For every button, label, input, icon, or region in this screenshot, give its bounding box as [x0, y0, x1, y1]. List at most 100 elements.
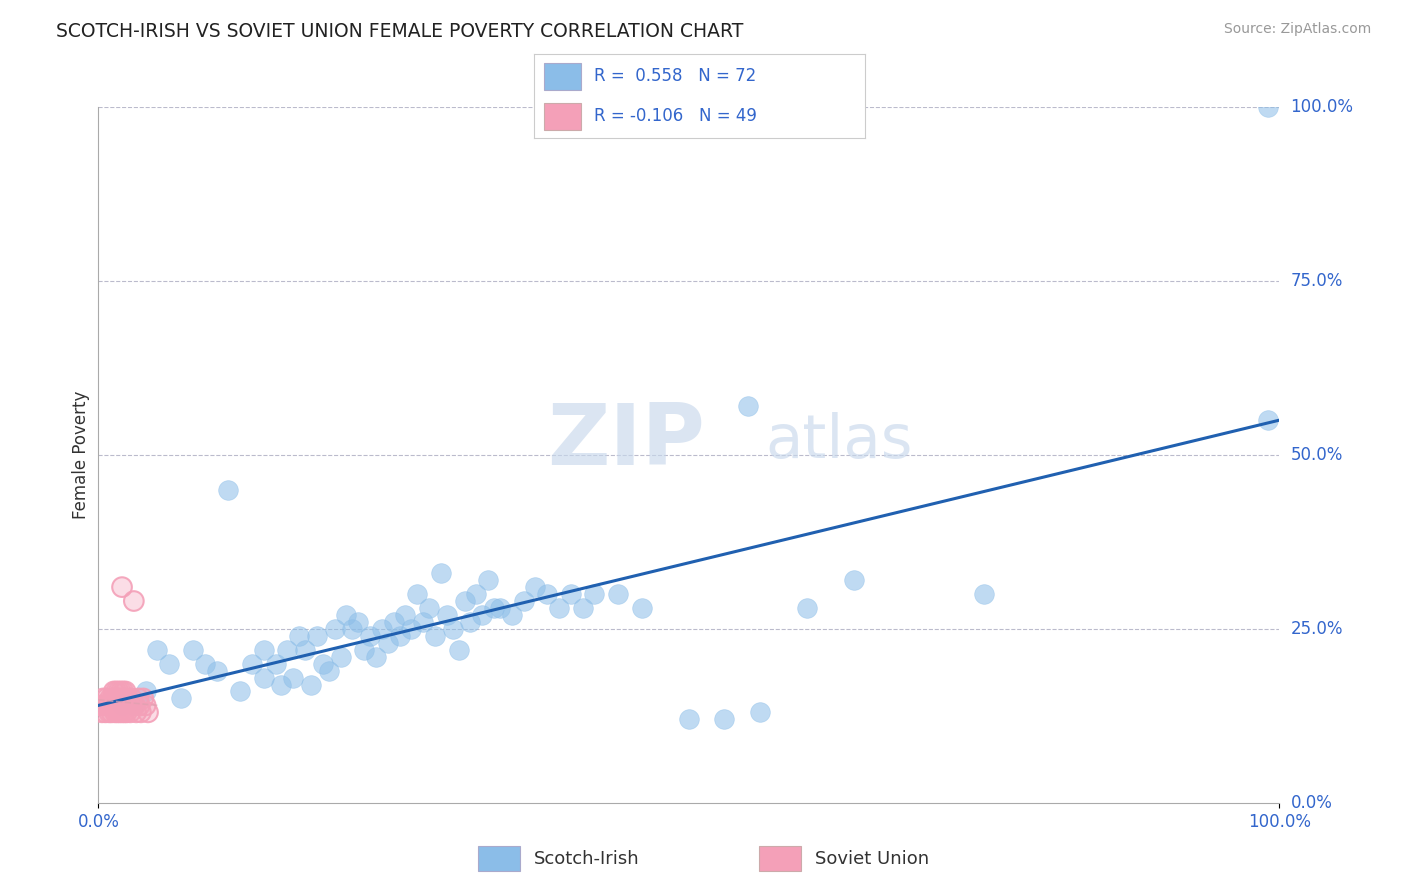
- Point: [394, 607, 416, 622]
- Text: Source: ZipAtlas.com: Source: ZipAtlas.com: [1223, 22, 1371, 37]
- Point: [418, 601, 440, 615]
- Point: [132, 691, 155, 706]
- Point: [117, 691, 139, 706]
- Bar: [544, 62, 581, 90]
- Text: 0.0%: 0.0%: [1291, 794, 1333, 812]
- Point: [120, 706, 142, 720]
- Point: [112, 684, 135, 698]
- Point: [973, 587, 995, 601]
- Point: [342, 622, 364, 636]
- Point: [329, 649, 352, 664]
- Point: [108, 691, 131, 706]
- Point: [489, 601, 512, 615]
- Point: [91, 706, 114, 720]
- Point: [114, 698, 136, 713]
- Point: [122, 594, 145, 608]
- Point: [112, 706, 135, 720]
- Text: 100.0%: 100.0%: [1291, 98, 1354, 116]
- Text: SCOTCH-IRISH VS SOVIET UNION FEMALE POVERTY CORRELATION CHART: SCOTCH-IRISH VS SOVIET UNION FEMALE POVE…: [56, 22, 744, 41]
- Point: [96, 691, 118, 706]
- Point: [157, 657, 180, 671]
- Point: [482, 601, 505, 615]
- Point: [90, 698, 112, 713]
- Point: [104, 706, 127, 720]
- Point: [129, 706, 152, 720]
- Point: [471, 607, 494, 622]
- Point: [305, 629, 328, 643]
- Point: [253, 642, 276, 657]
- Point: [98, 691, 121, 706]
- Point: [229, 684, 252, 698]
- Point: [121, 691, 143, 706]
- Point: [104, 691, 127, 706]
- Point: [364, 649, 387, 664]
- Point: [323, 622, 346, 636]
- Point: [170, 691, 193, 706]
- Point: [115, 706, 138, 720]
- Point: [125, 706, 148, 720]
- Bar: [544, 103, 581, 130]
- Point: [430, 566, 453, 581]
- Point: [560, 587, 582, 601]
- Bar: [759, 847, 801, 871]
- Point: [536, 587, 558, 601]
- Point: [118, 698, 141, 713]
- Point: [105, 706, 128, 720]
- Point: [844, 573, 866, 587]
- Point: [436, 607, 458, 622]
- Point: [371, 622, 394, 636]
- Point: [110, 684, 132, 698]
- Point: [98, 691, 121, 706]
- Point: [101, 691, 124, 706]
- Point: [318, 664, 340, 678]
- Point: [359, 629, 381, 643]
- Point: [108, 706, 131, 720]
- Point: [110, 698, 132, 713]
- Point: [796, 601, 818, 615]
- Point: [264, 657, 287, 671]
- Point: [288, 629, 311, 643]
- Point: [524, 580, 547, 594]
- Point: [105, 691, 128, 706]
- Point: [299, 677, 322, 691]
- Point: [97, 698, 120, 713]
- Point: [94, 706, 117, 720]
- Point: [91, 706, 114, 720]
- Point: [283, 671, 305, 685]
- Point: [100, 706, 122, 720]
- Point: [135, 684, 157, 698]
- Point: [136, 706, 159, 720]
- Point: [181, 642, 204, 657]
- Point: [115, 706, 138, 720]
- Point: [112, 684, 135, 698]
- Point: [122, 594, 145, 608]
- Point: [240, 657, 263, 671]
- Point: [128, 691, 150, 706]
- Point: [465, 587, 488, 601]
- Point: [107, 684, 129, 698]
- Text: 50.0%: 50.0%: [1291, 446, 1343, 464]
- Point: [117, 691, 139, 706]
- Point: [110, 698, 132, 713]
- Point: [276, 642, 298, 657]
- Point: [512, 594, 534, 608]
- Point: [114, 698, 136, 713]
- Point: [121, 698, 143, 713]
- Point: [583, 587, 606, 601]
- Point: [124, 698, 146, 713]
- Text: R =  0.558   N = 72: R = 0.558 N = 72: [593, 68, 756, 86]
- Point: [93, 698, 115, 713]
- Point: [401, 622, 423, 636]
- Point: [111, 698, 134, 713]
- Point: [678, 712, 700, 726]
- Point: [353, 642, 375, 657]
- Point: [1257, 100, 1279, 114]
- Point: [146, 642, 169, 657]
- Point: [382, 615, 405, 629]
- Point: [112, 691, 135, 706]
- Point: [118, 698, 141, 713]
- Point: [93, 698, 115, 713]
- Point: [129, 706, 152, 720]
- Point: [377, 636, 399, 650]
- Point: [112, 698, 135, 713]
